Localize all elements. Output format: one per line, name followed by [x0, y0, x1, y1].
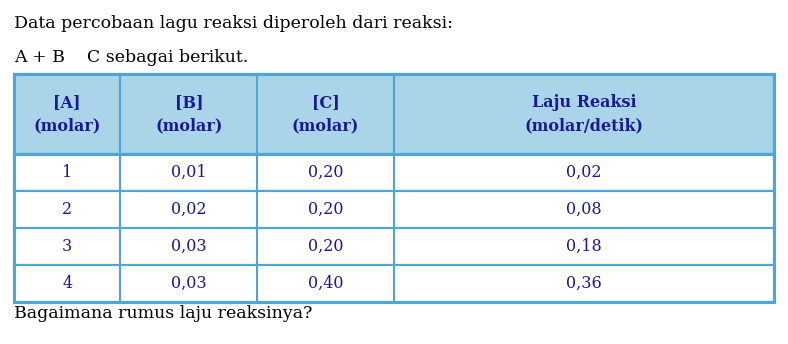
- Text: 0,20: 0,20: [308, 164, 344, 181]
- Text: 0,02: 0,02: [567, 164, 602, 181]
- Text: [A]
(molar): [A] (molar): [34, 94, 101, 134]
- Bar: [14, 74, 774, 154]
- Text: 0,08: 0,08: [567, 201, 602, 218]
- Bar: [14, 154, 774, 191]
- Text: 0,01: 0,01: [171, 164, 206, 181]
- Text: 0,03: 0,03: [171, 275, 206, 292]
- Text: Data percobaan lagu reaksi diperoleh dari reaksi:: Data percobaan lagu reaksi diperoleh dar…: [14, 15, 453, 32]
- Text: 4: 4: [62, 275, 72, 292]
- Text: 0,02: 0,02: [171, 201, 206, 218]
- Text: 0,18: 0,18: [566, 238, 602, 255]
- Text: Laju Reaksi
(molar/detik): Laju Reaksi (molar/detik): [525, 94, 644, 134]
- Bar: [14, 265, 774, 302]
- Bar: [14, 228, 774, 265]
- Bar: [14, 74, 774, 302]
- Text: [C]
(molar): [C] (molar): [292, 94, 359, 134]
- Text: 0,36: 0,36: [566, 275, 602, 292]
- Text: 0,20: 0,20: [308, 238, 344, 255]
- Text: [B]
(molar): [B] (molar): [155, 94, 222, 134]
- Bar: [14, 191, 774, 228]
- Text: A + B    C sebagai berikut.: A + B C sebagai berikut.: [14, 49, 248, 66]
- Text: 2: 2: [62, 201, 72, 218]
- Text: 0,40: 0,40: [308, 275, 344, 292]
- Text: 0,20: 0,20: [308, 201, 344, 218]
- Text: 0,03: 0,03: [171, 238, 206, 255]
- Text: Bagaimana rumus laju reaksinya?: Bagaimana rumus laju reaksinya?: [14, 305, 312, 322]
- Text: 1: 1: [62, 164, 72, 181]
- Text: 3: 3: [62, 238, 72, 255]
